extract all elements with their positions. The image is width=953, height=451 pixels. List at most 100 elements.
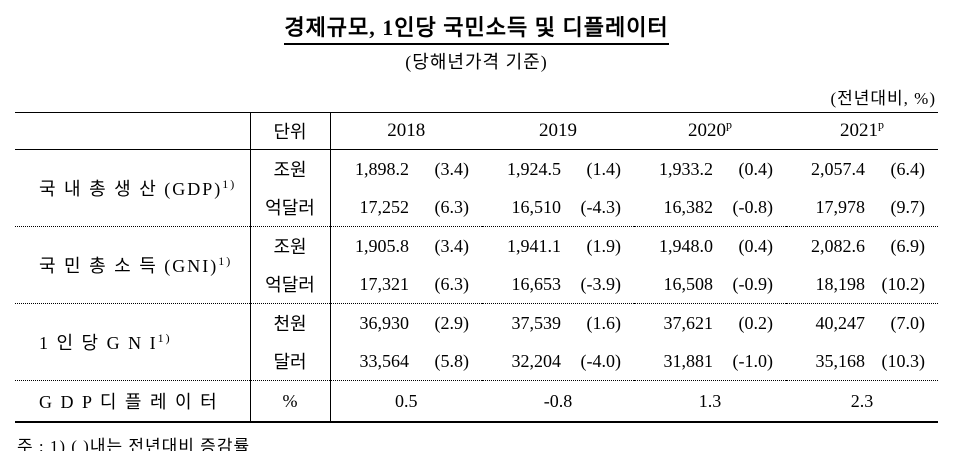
- table-cell: 1.3: [634, 380, 786, 423]
- year-label: 2018: [387, 120, 426, 141]
- table-cell: 17,978 (9.7): [786, 188, 938, 227]
- col-header-2018: 2018: [330, 112, 482, 150]
- cell-change: (2.9): [434, 312, 470, 333]
- unit-cell: 달러: [249, 342, 331, 381]
- cell-change: (0.4): [738, 158, 774, 179]
- unit-cell: 억달러: [249, 265, 331, 304]
- cell-value: 16,382: [663, 196, 714, 217]
- cell-change: (10.3): [881, 350, 926, 371]
- cell-change: (-1.0): [732, 350, 773, 371]
- row-label-gni: 국 민 총 소 득 (GNI)1): [15, 226, 250, 304]
- cell-change: (3.4): [434, 235, 470, 256]
- table-cell: 16,382 (-0.8): [634, 188, 786, 227]
- cell-change: (1.4): [586, 158, 622, 179]
- cell-value: 1,905.8: [355, 235, 409, 256]
- table-cell: 37,539 (1.6): [482, 304, 634, 343]
- row-label-text: 국 내 총 생 산 (GDP): [39, 179, 223, 199]
- row-label-sup: 1): [222, 177, 237, 191]
- cell-value: 17,252: [359, 196, 410, 217]
- cell-value: 2,082.6: [811, 235, 865, 256]
- year-label: 2021: [840, 120, 878, 141]
- table-row: 1 인 당 G N I1) 천원 36,930 (2.9) 37,539 (1.6)…: [15, 303, 938, 381]
- year-label: 2019: [539, 120, 577, 141]
- cell-value: 17,321: [359, 273, 410, 294]
- cell-value: 1,948.0: [659, 235, 713, 256]
- table-cell: 37,621 (0.2): [634, 304, 786, 343]
- table-cell: 16,510 (-4.3): [482, 188, 634, 227]
- table-cell: 16,653 (-3.9): [482, 265, 634, 304]
- cell-value: 1,898.2: [355, 158, 409, 179]
- title-wrap: 경제규모, 1인당 국민소득 및 디플레이터: [15, 10, 938, 45]
- year-sup: p: [726, 117, 732, 132]
- unit-cell: %: [249, 380, 331, 423]
- table-cell: 1,941.1 (1.9): [482, 227, 634, 266]
- table-cell: 0.5: [330, 380, 482, 423]
- year-sup: p: [878, 117, 884, 132]
- cell-change: (6.3): [434, 196, 470, 217]
- header-empty-cell: [15, 112, 250, 150]
- unit-note: (전년대비, %): [830, 89, 936, 108]
- cell-value: 31,881: [663, 350, 714, 371]
- table-cell: 32,204 (-4.0): [482, 342, 634, 381]
- row-label-gdp: 국 내 총 생 산 (GDP)1): [15, 149, 250, 227]
- unit-cell: 억달러: [249, 188, 331, 227]
- row-label-gni-per-capita: 1 인 당 G N I1): [15, 303, 250, 381]
- table-row: 억달러 17,321 (6.3) 16,653 (-3.9) 16,508 (-0.9…: [15, 265, 938, 304]
- row-label-text: 1 인 당 G N I: [39, 333, 158, 353]
- subtitle: (당해년가격 기준): [405, 52, 548, 72]
- cell-change: (0.2): [738, 312, 774, 333]
- col-header-2019: 2019: [482, 112, 634, 150]
- cell-change: (-4.3): [580, 196, 621, 217]
- table-cell: 1,933.2 (0.4): [634, 150, 786, 189]
- cell-change: (3.4): [434, 158, 470, 179]
- cell-change: (1.9): [586, 235, 622, 256]
- cell-change: (-4.0): [580, 350, 621, 371]
- table-cell: 2,057.4 (6.4): [786, 150, 938, 189]
- cell-change: (7.0): [890, 312, 926, 333]
- cell-value: 18,198: [815, 273, 866, 294]
- cell-change: (10.2): [881, 273, 926, 294]
- table-cell: -0.8: [482, 380, 634, 423]
- cell-value: 2,057.4: [811, 158, 865, 179]
- table-cell: 2,082.6 (6.9): [786, 227, 938, 266]
- col-header-unit: 단위: [249, 112, 331, 150]
- table-row: 국 내 총 생 산 (GDP)1) 조원 1,898.2 (3.4) 1,924.…: [15, 149, 938, 227]
- cell-value: 1,924.5: [507, 158, 561, 179]
- row-label-text: 국 민 총 소 득 (GNI): [39, 256, 219, 276]
- unit-cell: 조원: [249, 226, 331, 265]
- footnote: 주 : 1) ( )내는 전년대비 증감률: [17, 437, 251, 451]
- table-row: 국 민 총 소 득 (GNI)1) 조원 1,905.8 (3.4) 1,941.…: [15, 226, 938, 304]
- cell-value: 35,168: [815, 350, 866, 371]
- cell-value: 33,564: [359, 350, 410, 371]
- table-cell: 16,508 (-0.9): [634, 265, 786, 304]
- cell-value: 37,621: [663, 312, 714, 333]
- cell-value: 16,510: [511, 196, 562, 217]
- header-row: 단위 2018 2019 2020p 2021p: [15, 112, 938, 150]
- table-cell: 17,252 (6.3): [330, 188, 482, 227]
- cell-change: (1.6): [586, 312, 622, 333]
- table-row: 달러 33,564 (5.8) 32,204 (-4.0) 31,881 (-1.0)…: [15, 342, 938, 381]
- col-header-2021: 2021p: [786, 112, 938, 150]
- cell-change: (0.4): [738, 235, 774, 256]
- cell-value: 40,247: [815, 312, 866, 333]
- table-cell: 17,321 (6.3): [330, 265, 482, 304]
- year-label: 2020: [688, 120, 726, 141]
- table-cell: 1,948.0 (0.4): [634, 227, 786, 266]
- unit-cell: 조원: [249, 149, 331, 188]
- table-cell: 1,898.2 (3.4): [330, 150, 482, 189]
- cell-value: 32,204: [511, 350, 562, 371]
- table-cell: 18,198 (10.2): [786, 265, 938, 304]
- cell-value: 16,653: [511, 273, 562, 294]
- cell-value: 1,941.1: [507, 235, 561, 256]
- table-cell: 1,924.5 (1.4): [482, 150, 634, 189]
- unit-cell: 천원: [249, 303, 331, 342]
- row-label-sup: 1): [157, 331, 172, 345]
- cell-value: 17,978: [815, 196, 866, 217]
- cell-change: (9.7): [890, 196, 926, 217]
- table-row: 억달러 17,252 (6.3) 16,510 (-4.3) 16,382 (-0.8…: [15, 188, 938, 227]
- table-cell: 2.3: [786, 380, 938, 423]
- cell-value: 36,930: [359, 312, 410, 333]
- cell-change: (-3.9): [580, 273, 621, 294]
- table-cell: 31,881 (-1.0): [634, 342, 786, 381]
